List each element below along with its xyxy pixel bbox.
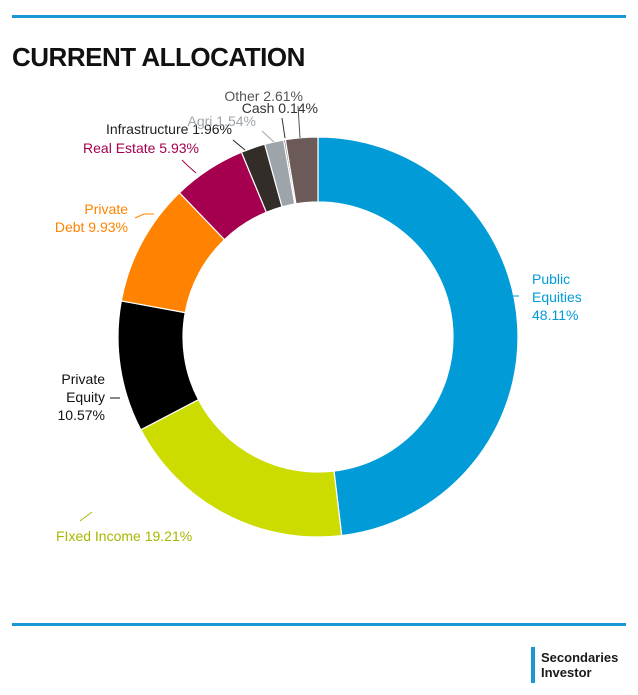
top-rule [12, 15, 626, 18]
logo-words: Secondaries Investor [541, 647, 618, 683]
leader-real-estate [181, 159, 197, 174]
leader-cash [281, 117, 286, 139]
label-line: Debt 9.93% [55, 219, 128, 235]
label-line: Private [61, 371, 105, 387]
label-other: Other 2.61% [224, 88, 303, 104]
logo-line-2: Investor [541, 665, 592, 680]
label-real-estate: Real Estate 5.93% [83, 140, 199, 156]
chart-title: CURRENT ALLOCATION [12, 42, 305, 72]
label-line: Infrastructure 1.96% [106, 121, 232, 137]
label-line: Other 2.61% [224, 88, 303, 104]
label-line: Public [532, 271, 570, 287]
label-line: Agri 1.54% [188, 113, 256, 129]
label-line: 48.11% [532, 307, 578, 323]
leader-agri [261, 130, 275, 143]
label-agri: Agri 1.54% [188, 113, 256, 129]
logo-line-1: Secondaries [541, 650, 619, 665]
label-line: Equity [66, 389, 105, 405]
slice-fixed-income [140, 398, 343, 538]
label-line: Private [84, 201, 128, 217]
label-infrastructure: Infrastructure 1.96% [106, 121, 232, 137]
label-private-debt: Private Debt 9.93% [55, 201, 128, 235]
label-line: Equities [532, 289, 582, 305]
leader-private-debt [134, 213, 154, 219]
label-private-equity: Private Equity 10.57% [58, 371, 106, 423]
secondaries-investor-logo: Secondaries Investor [531, 647, 618, 683]
label-line: Real Estate 5.93% [83, 140, 199, 156]
logo-bar [531, 647, 535, 683]
label-cash: Cash 0.14% [242, 100, 318, 116]
label-fixed-income: FIxed Income 19.21% [56, 528, 192, 544]
leader-other [297, 105, 301, 139]
slice-other [284, 136, 319, 205]
label-line: Cash 0.14% [242, 100, 318, 116]
label-public-equities: Public Equities 48.11% [532, 271, 582, 323]
leader-infrastructure [232, 139, 246, 151]
label-line: 10.57% [58, 407, 105, 423]
bottom-rule [12, 623, 626, 626]
label-line: FIxed Income 19.21% [56, 528, 192, 544]
slice-public-equities [317, 136, 519, 537]
leader-fixed-income [79, 511, 93, 522]
